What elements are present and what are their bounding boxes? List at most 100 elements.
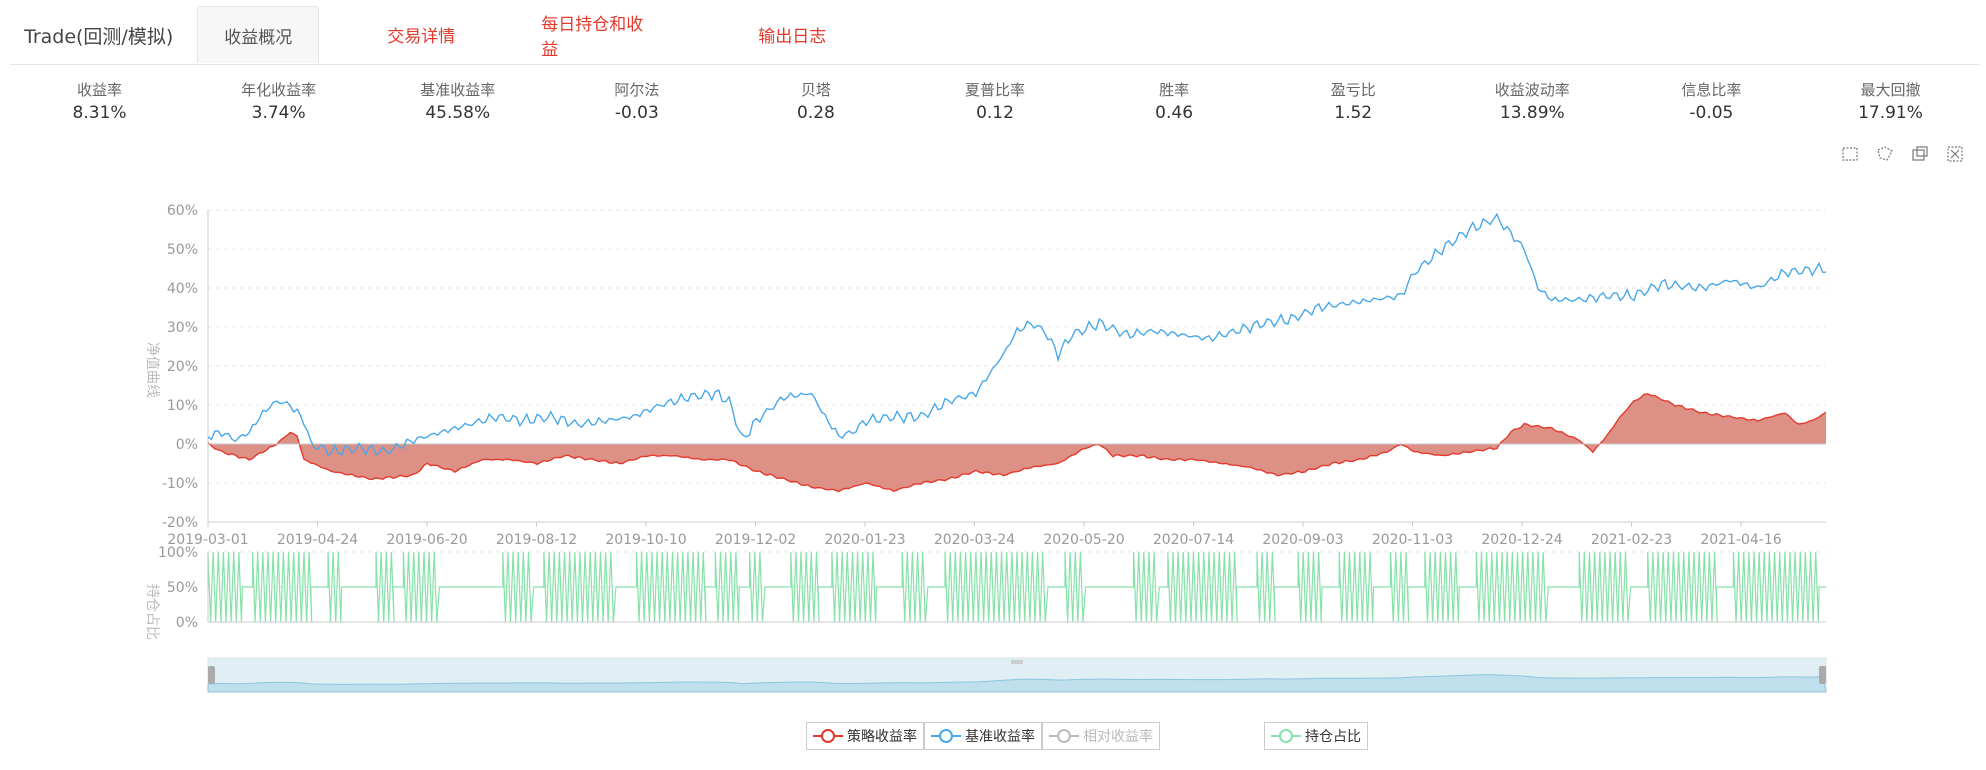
y-tick-label: 100%: [158, 545, 198, 561]
slider-handle-left: [208, 666, 215, 684]
stat-label: 盈亏比: [1330, 81, 1376, 99]
stat-label: 夏普比率: [965, 81, 1026, 99]
top-nav: Trade(回测/模拟) 收益概况 交易详情 每日持仓和收益 输出日志: [10, 6, 1980, 65]
x-tick-label: 2020-05-20: [1043, 532, 1124, 548]
stat-label: 贝塔: [800, 81, 831, 99]
slider-handle-right: [1819, 666, 1826, 684]
stat-label: 阿尔法: [614, 81, 660, 99]
x-tick-label: 2020-01-23: [824, 532, 905, 548]
y-tick-label: -20%: [162, 515, 198, 531]
stat-win-rate: 胜率 0.46: [1085, 80, 1264, 140]
x-tick-label: 2019-03-01: [167, 532, 248, 548]
x-tick-label: 2020-09-03: [1262, 532, 1343, 548]
stat-value: 8.31%: [72, 103, 127, 123]
legend-label: 基准收益率: [965, 729, 1035, 745]
legend-label: 持仓占比: [1305, 729, 1361, 745]
tab-daily-positions[interactable]: 每日持仓和收益: [541, 14, 644, 60]
slider-grip: [1011, 660, 1023, 664]
main-grid: [208, 209, 1826, 523]
x-tick-label: 2019-04-24: [277, 532, 358, 548]
x-tick-label: 2019-06-20: [386, 532, 467, 548]
zoom-select-icon[interactable]: [1840, 144, 1860, 164]
y-tick-label: 30%: [167, 320, 198, 336]
datazoom-slider[interactable]: [207, 657, 1827, 693]
stat-value: 3.74%: [251, 103, 306, 123]
tab-overview[interactable]: 收益概况: [197, 6, 320, 63]
stat-volatility: 收益波动率 13.89%: [1443, 80, 1622, 140]
stats-bar: 收益率 8.31% 年化收益率 3.74% 基准收益率 45.58% 阿尔法 -0.03…: [10, 80, 1980, 140]
chart-toolbox: [1840, 144, 1965, 164]
stat-label: 基准收益率: [420, 81, 496, 99]
legend-marker: [1271, 729, 1301, 743]
stat-alpha: 阿尔法 -0.03: [547, 80, 726, 140]
y-tick-label: 0%: [176, 437, 198, 453]
tab-output-log[interactable]: 输出日志: [758, 27, 827, 47]
stat-value: 0.12: [976, 103, 1014, 123]
position-y-axis: 100% 50% 0%: [158, 545, 1826, 631]
x-tick-label: 2019-08-12: [496, 532, 577, 548]
main-x-axis: 2019-03-01 2019-04-24 2019-06-20 2019-08-12…: [167, 521, 1826, 548]
stat-max-drawdown: 最大回撤 17.91%: [1801, 80, 1980, 140]
benchmark-line: [207, 212, 1826, 457]
stat-label: 收益率: [77, 81, 123, 99]
main-y-axis: 60% 50% 40% 30% 20% 10% 0% -10% -20%: [162, 203, 209, 531]
legend-relative[interactable]: 相对收益率: [1042, 722, 1160, 750]
stat-benchmark-return: 基准收益率 45.58%: [368, 80, 547, 140]
y-tick-label: 10%: [167, 398, 198, 414]
legend-benchmark[interactable]: 基准收益率: [924, 722, 1042, 750]
stat-value: 0.46: [1155, 103, 1194, 123]
y-tick-label: 60%: [167, 203, 198, 219]
stat-value: 0.28: [796, 103, 835, 123]
legend-marker: [813, 729, 843, 743]
stat-value: 1.52: [1334, 103, 1373, 123]
x-tick-label: 2020-11-03: [1372, 532, 1453, 548]
reset-icon[interactable]: [1945, 144, 1965, 164]
stat-beta: 贝塔 0.28: [726, 80, 905, 140]
chart-legend: 策略收益率 基准收益率 相对收益率 持仓占比: [806, 722, 1368, 750]
x-tick-label: 2020-12-24: [1481, 532, 1562, 548]
slider-preview: [207, 674, 1827, 693]
stat-sharpe: 夏普比率 0.12: [905, 80, 1084, 140]
legend-marker: [1049, 729, 1079, 743]
legend-label: 策略收益率: [847, 729, 917, 745]
tab-trade-details[interactable]: 交易详情: [387, 27, 456, 47]
x-tick-label: 2019-12-02: [715, 532, 796, 548]
stat-value: 45.58%: [425, 103, 491, 123]
main-series: [207, 212, 1827, 493]
zoom-back-icon[interactable]: [1910, 144, 1930, 164]
y-tick-label: 0%: [176, 615, 198, 631]
stat-value: 13.89%: [1499, 103, 1565, 123]
stat-value: -0.03: [614, 103, 659, 123]
y-tick-label: 50%: [167, 580, 198, 596]
position-y-label: 持仓占比: [144, 584, 160, 640]
stat-value: 17.91%: [1858, 103, 1923, 123]
legend-label: 相对收益率: [1083, 729, 1153, 745]
x-tick-label: 2019-10-10: [605, 532, 686, 548]
stat-label: 最大回撤: [1860, 81, 1921, 99]
main-y-label: 净值曲线: [144, 342, 160, 398]
y-tick-label: 20%: [167, 359, 198, 375]
strategy-area: [208, 393, 1826, 492]
stat-label: 收益波动率: [1494, 81, 1570, 99]
stat-label: 信息比率: [1681, 81, 1742, 99]
stat-info-ratio: 信息比率 -0.05: [1622, 80, 1801, 140]
x-tick-label: 2021-04-16: [1700, 532, 1781, 548]
stat-label: 胜率: [1159, 81, 1190, 99]
stat-return: 收益率 8.31%: [10, 80, 189, 140]
x-tick-label: 2020-03-24: [934, 532, 1015, 548]
x-tick-label: 2021-02-23: [1591, 532, 1672, 548]
strategy-line: [207, 393, 1827, 493]
app-title: Trade(回测/模拟): [24, 25, 174, 48]
stat-pl-ratio: 盈亏比 1.52: [1264, 80, 1443, 140]
y-tick-label: 40%: [167, 281, 198, 297]
y-tick-label: -10%: [162, 476, 198, 492]
stat-annual-return: 年化收益率 3.74%: [189, 80, 368, 140]
stat-value: -0.05: [1689, 103, 1734, 123]
legend-strategy[interactable]: 策略收益率: [806, 722, 924, 750]
y-tick-label: 50%: [167, 242, 198, 258]
legend-marker: [931, 729, 961, 743]
x-tick-label: 2020-07-14: [1153, 532, 1234, 548]
legend-position[interactable]: 持仓占比: [1264, 722, 1368, 750]
stat-label: 年化收益率: [241, 81, 317, 99]
